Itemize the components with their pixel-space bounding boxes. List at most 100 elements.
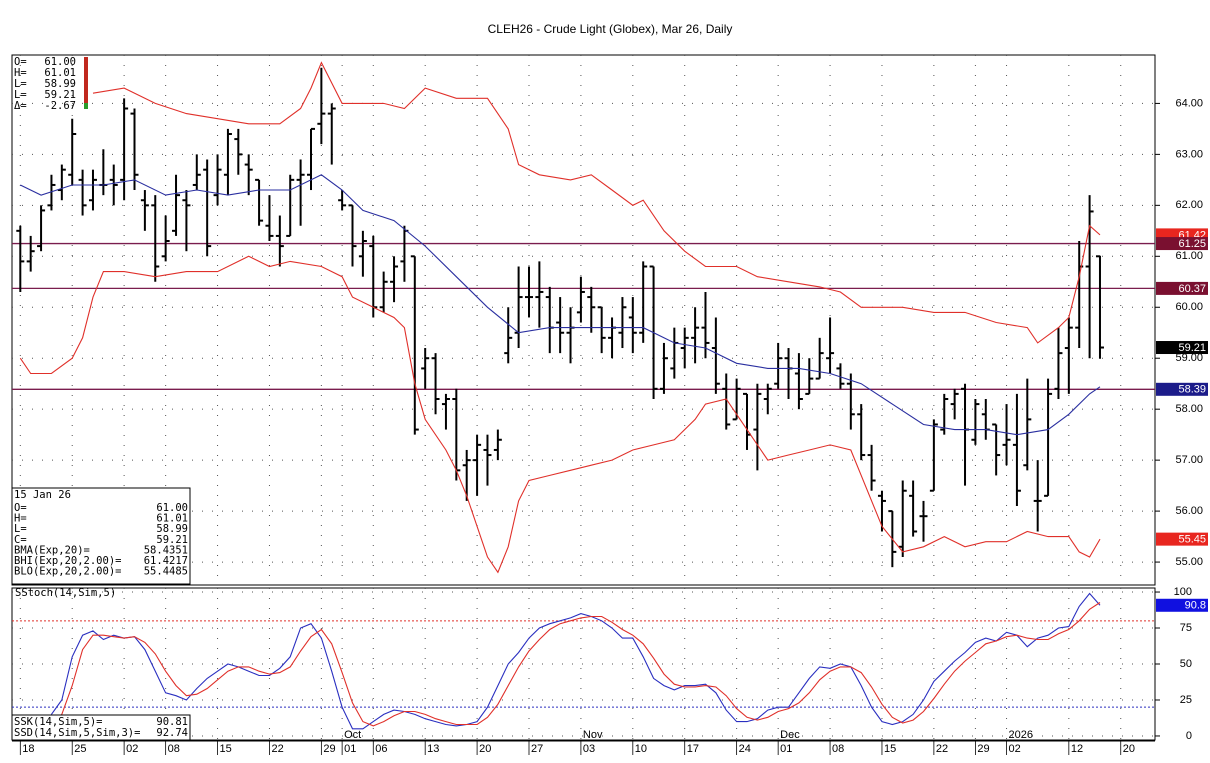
info-value: 61.00 <box>156 502 188 514</box>
plot-area <box>12 588 1155 740</box>
x-tick-label: 18 <box>22 743 34 755</box>
indicator-line <box>92 61 1101 344</box>
x-tick-label: 20 <box>1123 743 1135 755</box>
quote-value: 59.21 <box>44 89 76 101</box>
price-tag-label: 60.37 <box>1178 283 1206 295</box>
quote-label: H= <box>14 67 27 79</box>
x-tick-label: 06 <box>375 743 387 755</box>
quote-label: O= <box>14 56 27 68</box>
change-bar <box>84 103 88 109</box>
x-tick-label: 15 <box>220 743 232 755</box>
quote-label: L= <box>14 78 27 90</box>
indicator-line <box>20 174 1101 436</box>
info-label: BMA(Exp,20)= <box>14 544 90 556</box>
x-tick-label: 02 <box>1009 743 1021 755</box>
price-tag-label: 90.8 <box>1185 600 1206 612</box>
price-tag <box>1156 532 1208 546</box>
month-label: Nov <box>583 729 603 741</box>
y-tick-label: 58.00 <box>1175 403 1203 415</box>
info-value: 55.4485 <box>144 566 188 578</box>
y-tick-label: 63.00 <box>1175 148 1203 160</box>
x-tick-label: 25 <box>74 743 86 755</box>
y-tick-label: 60.00 <box>1175 301 1203 313</box>
y-tick-label: 55.00 <box>1175 556 1203 568</box>
y-tick-label: 59.00 <box>1175 352 1203 364</box>
y-tick-label: 25 <box>1180 694 1192 706</box>
price-tag-label: 59.21 <box>1178 342 1206 354</box>
info-label: BLO(Exp,20,2.00)= <box>14 566 121 578</box>
y-tick-label: 57.00 <box>1175 454 1203 466</box>
y-tick-label: 100 <box>1174 586 1192 598</box>
indicator-line <box>51 602 1101 727</box>
month-label: Oct <box>344 729 361 741</box>
y-tick-label: 50 <box>1180 658 1192 670</box>
price-tag <box>1156 598 1208 612</box>
x-tick-label: 12 <box>1071 743 1083 755</box>
x-tick-label: 20 <box>479 743 491 755</box>
panel-frame <box>11 54 1156 586</box>
plot-area <box>12 55 1155 585</box>
price-tag <box>1156 382 1208 396</box>
month-label: Dec <box>780 729 800 741</box>
chart-title: CLEH26 - Crude Light (Globex), Mar 26, D… <box>488 22 733 36</box>
info-label: H= <box>14 513 27 525</box>
x-tick-label: 02 <box>126 743 138 755</box>
info-label: SSD(14,Sim,5,Sim,3)= <box>14 727 140 739</box>
y-tick-label: 62.00 <box>1175 199 1203 211</box>
y-tick-label: 75 <box>1180 622 1192 634</box>
quote-value: -2.67 <box>44 100 76 112</box>
y-tick-label: 64.00 <box>1175 97 1203 109</box>
y-tick-label: 56.00 <box>1175 505 1203 517</box>
x-tick-label: 22 <box>936 743 948 755</box>
x-tick-label: 22 <box>271 743 283 755</box>
price-tag-label: 61.25 <box>1178 238 1206 250</box>
x-tick-label: 10 <box>635 743 647 755</box>
x-tick-label: 01 <box>780 743 792 755</box>
quote-value: 58.99 <box>44 78 76 90</box>
x-tick-label: 29 <box>323 743 335 755</box>
month-label: 2026 <box>1009 729 1033 741</box>
x-tick-label: 03 <box>583 743 595 755</box>
panel-title: SStoch(14,Sim,5) <box>15 587 116 599</box>
quote-label: Δ= <box>14 100 27 112</box>
info-value: 58.99 <box>156 523 188 535</box>
info-value: 92.74 <box>156 727 188 739</box>
quote-value: 61.01 <box>44 67 76 79</box>
info-value: 59.21 <box>156 534 188 546</box>
price-tag <box>1156 341 1208 355</box>
info-box <box>11 487 191 585</box>
quote-value: 61.00 <box>44 56 76 68</box>
x-tick-label: 08 <box>832 743 844 755</box>
x-tick-label: 17 <box>687 743 699 755</box>
x-tick-label: 01 <box>344 743 356 755</box>
indicator-line <box>19 255 1101 574</box>
price-tag-label: 58.39 <box>1178 384 1206 396</box>
info-label: O= <box>14 502 27 514</box>
indicator-line <box>50 592 1101 730</box>
info-value: 61.4217 <box>144 555 188 567</box>
x-tick-label: 24 <box>739 743 751 755</box>
y-tick-label: 61.00 <box>1175 250 1203 262</box>
price-tag <box>1156 281 1208 295</box>
info-date: 15 Jan 26 <box>14 489 71 501</box>
x-tick-label: 27 <box>531 743 543 755</box>
info-box <box>11 714 191 741</box>
x-tick-label: 13 <box>427 743 439 755</box>
info-value: 58.4351 <box>144 544 188 556</box>
info-value: 61.01 <box>156 513 188 525</box>
x-tick-label: 29 <box>977 743 989 755</box>
info-label: SSK(14,Sim,5)= <box>14 716 103 728</box>
quote-label: L= <box>14 89 27 101</box>
info-label: C= <box>14 534 27 546</box>
x-tick-label: 08 <box>168 743 180 755</box>
info-label: L= <box>14 523 27 535</box>
price-tag-label: 55.45 <box>1178 534 1206 546</box>
info-value: 90.81 <box>156 716 188 728</box>
y-tick-label: 0 <box>1186 730 1192 742</box>
change-bar <box>84 57 88 103</box>
x-tick-label: 15 <box>884 743 896 755</box>
price-tag <box>1156 237 1208 251</box>
